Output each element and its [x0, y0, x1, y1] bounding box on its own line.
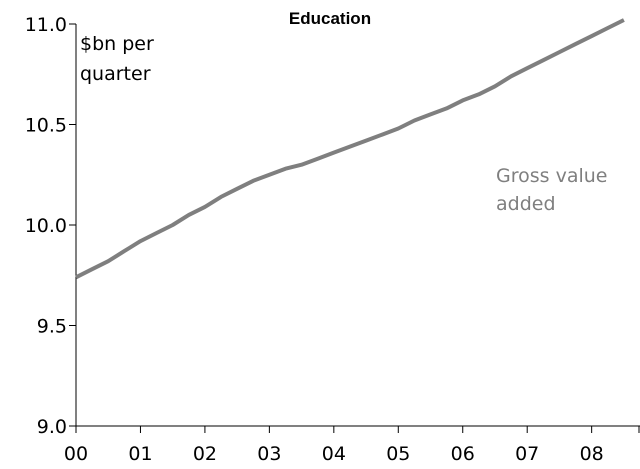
y-tick-label: 11.0	[25, 14, 67, 36]
x-tick-label: 08	[580, 443, 604, 465]
series-layer	[75, 18, 625, 280]
unit-label-line-1: $bn per	[80, 33, 154, 55]
chart-title: Education	[289, 9, 371, 28]
x-tick-label: 03	[257, 443, 281, 465]
unit-label: $bn per quarter	[80, 33, 154, 85]
series-label: Gross value added	[496, 165, 607, 215]
y-tick-label: 9.5	[37, 316, 67, 338]
y-tick-label: 9.0	[37, 416, 67, 438]
series-label-line-1: Gross value	[496, 165, 607, 187]
series-line-gross-value-added	[75, 18, 625, 280]
x-tick-label: 04	[322, 443, 346, 465]
x-tick-label: 01	[128, 443, 152, 465]
x-tick-label: 02	[193, 443, 217, 465]
x-tick-label: 05	[386, 443, 410, 465]
x-tick-label: 06	[451, 443, 475, 465]
y-tick-label: 10.5	[25, 115, 67, 137]
x-axis-ticks: 00 01 02 03 04 05 06 07 08	[64, 426, 640, 465]
x-tick-label: 00	[64, 443, 88, 465]
x-tick-label: 07	[515, 443, 539, 465]
y-tick-label: 10.0	[25, 215, 67, 237]
unit-label-line-2: quarter	[80, 63, 151, 85]
y-axis-ticks: 11.0 10.5 10.0 9.5 9.0	[25, 14, 76, 438]
series-label-line-2: added	[496, 193, 556, 215]
